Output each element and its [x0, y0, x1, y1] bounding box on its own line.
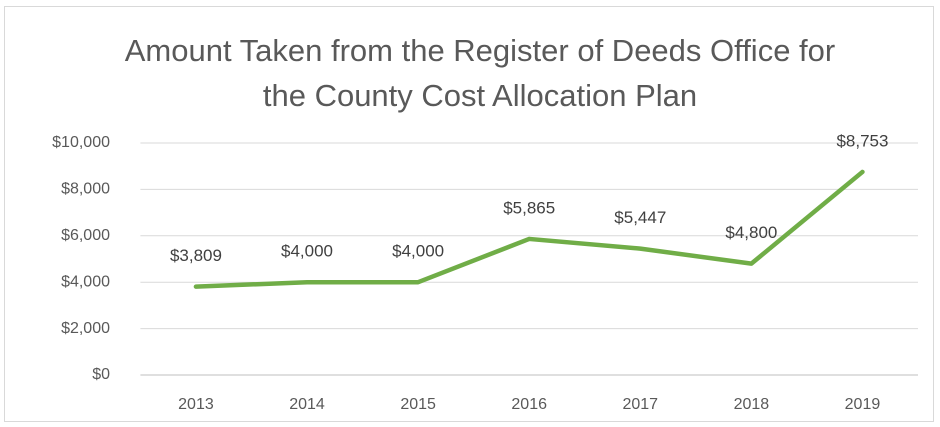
- y-tick-label: $6,000: [61, 227, 110, 244]
- y-tick-label: $10,000: [52, 134, 110, 151]
- value-label: $5,447: [614, 208, 666, 227]
- x-tick-label: 2013: [178, 396, 214, 413]
- x-tick-label: 2019: [845, 396, 881, 413]
- x-tick-label: 2016: [511, 396, 547, 413]
- y-tick-label: $2,000: [61, 320, 110, 337]
- x-tick-label: 2017: [622, 396, 658, 413]
- value-label: $4,800: [725, 223, 777, 242]
- chart-frame: [4, 6, 934, 422]
- x-tick-label: 2014: [289, 396, 325, 413]
- value-label: $5,865: [503, 198, 555, 217]
- value-label: $8,753: [836, 131, 888, 150]
- x-tick-label: 2015: [400, 396, 436, 413]
- value-label: $4,000: [281, 242, 333, 261]
- y-tick-label: $4,000: [61, 273, 110, 290]
- x-tick-label: 2018: [734, 396, 770, 413]
- data-line: [193, 169, 865, 289]
- y-tick-label: $0: [92, 366, 110, 383]
- value-label: $3,809: [170, 246, 222, 265]
- value-label: $4,000: [392, 242, 444, 261]
- y-tick-label: $8,000: [61, 181, 110, 198]
- chart-title: Amount Taken from the Register of Deeds …: [124, 33, 836, 113]
